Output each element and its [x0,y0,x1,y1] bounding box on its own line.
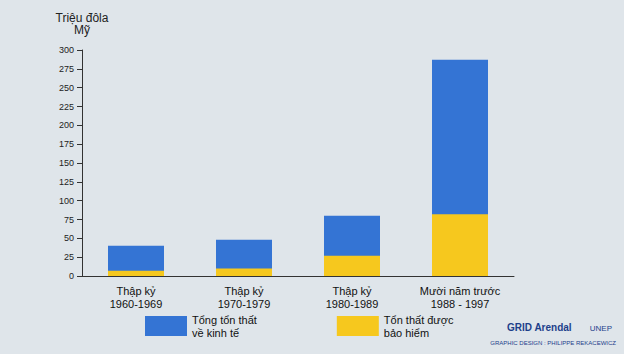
svg-text:UNEP: UNEP [590,324,612,333]
svg-text:25: 25 [64,252,74,262]
svg-text:Thập kỷ: Thập kỷ [332,285,372,297]
svg-text:75: 75 [64,215,74,225]
svg-text:Thập kỷ: Thập kỷ [116,285,156,297]
svg-text:1980-1989: 1980-1989 [326,298,379,310]
svg-text:GRAPHIC DESIGN : PHILIPPE REKA: GRAPHIC DESIGN : PHILIPPE REKACEWICZ [490,340,616,346]
svg-text:về kinh tế: về kinh tế [192,327,239,339]
svg-text:Mỹ: Mỹ [74,23,90,37]
svg-text:Thập kỷ: Thập kỷ [224,285,264,297]
svg-text:100: 100 [59,196,74,206]
svg-text:0: 0 [69,271,74,281]
svg-text:250: 250 [59,83,74,93]
svg-text:125: 125 [59,177,74,187]
svg-text:200: 200 [59,120,74,130]
svg-text:225: 225 [59,102,74,112]
svg-text:300: 300 [59,45,74,55]
svg-text:bảo hiểm: bảo hiểm [384,327,429,339]
svg-text:150: 150 [59,158,74,168]
svg-text:1970-1979: 1970-1979 [218,298,271,310]
svg-text:175: 175 [59,139,74,149]
svg-text:275: 275 [59,64,74,74]
svg-text:1960-1969: 1960-1969 [110,298,163,310]
svg-text:1988 - 1997: 1988 - 1997 [431,298,490,310]
svg-text:Triệu đôla: Triệu đôla [55,11,109,25]
svg-text:50: 50 [64,233,74,243]
svg-text:Tổn thất được: Tổn thất được [384,314,454,326]
svg-text:Tổng tổn thất: Tổng tổn thất [192,314,257,326]
svg-text:Mười năm trước: Mười năm trước [420,285,501,297]
svg-text:GRID Arendal: GRID Arendal [507,322,572,333]
